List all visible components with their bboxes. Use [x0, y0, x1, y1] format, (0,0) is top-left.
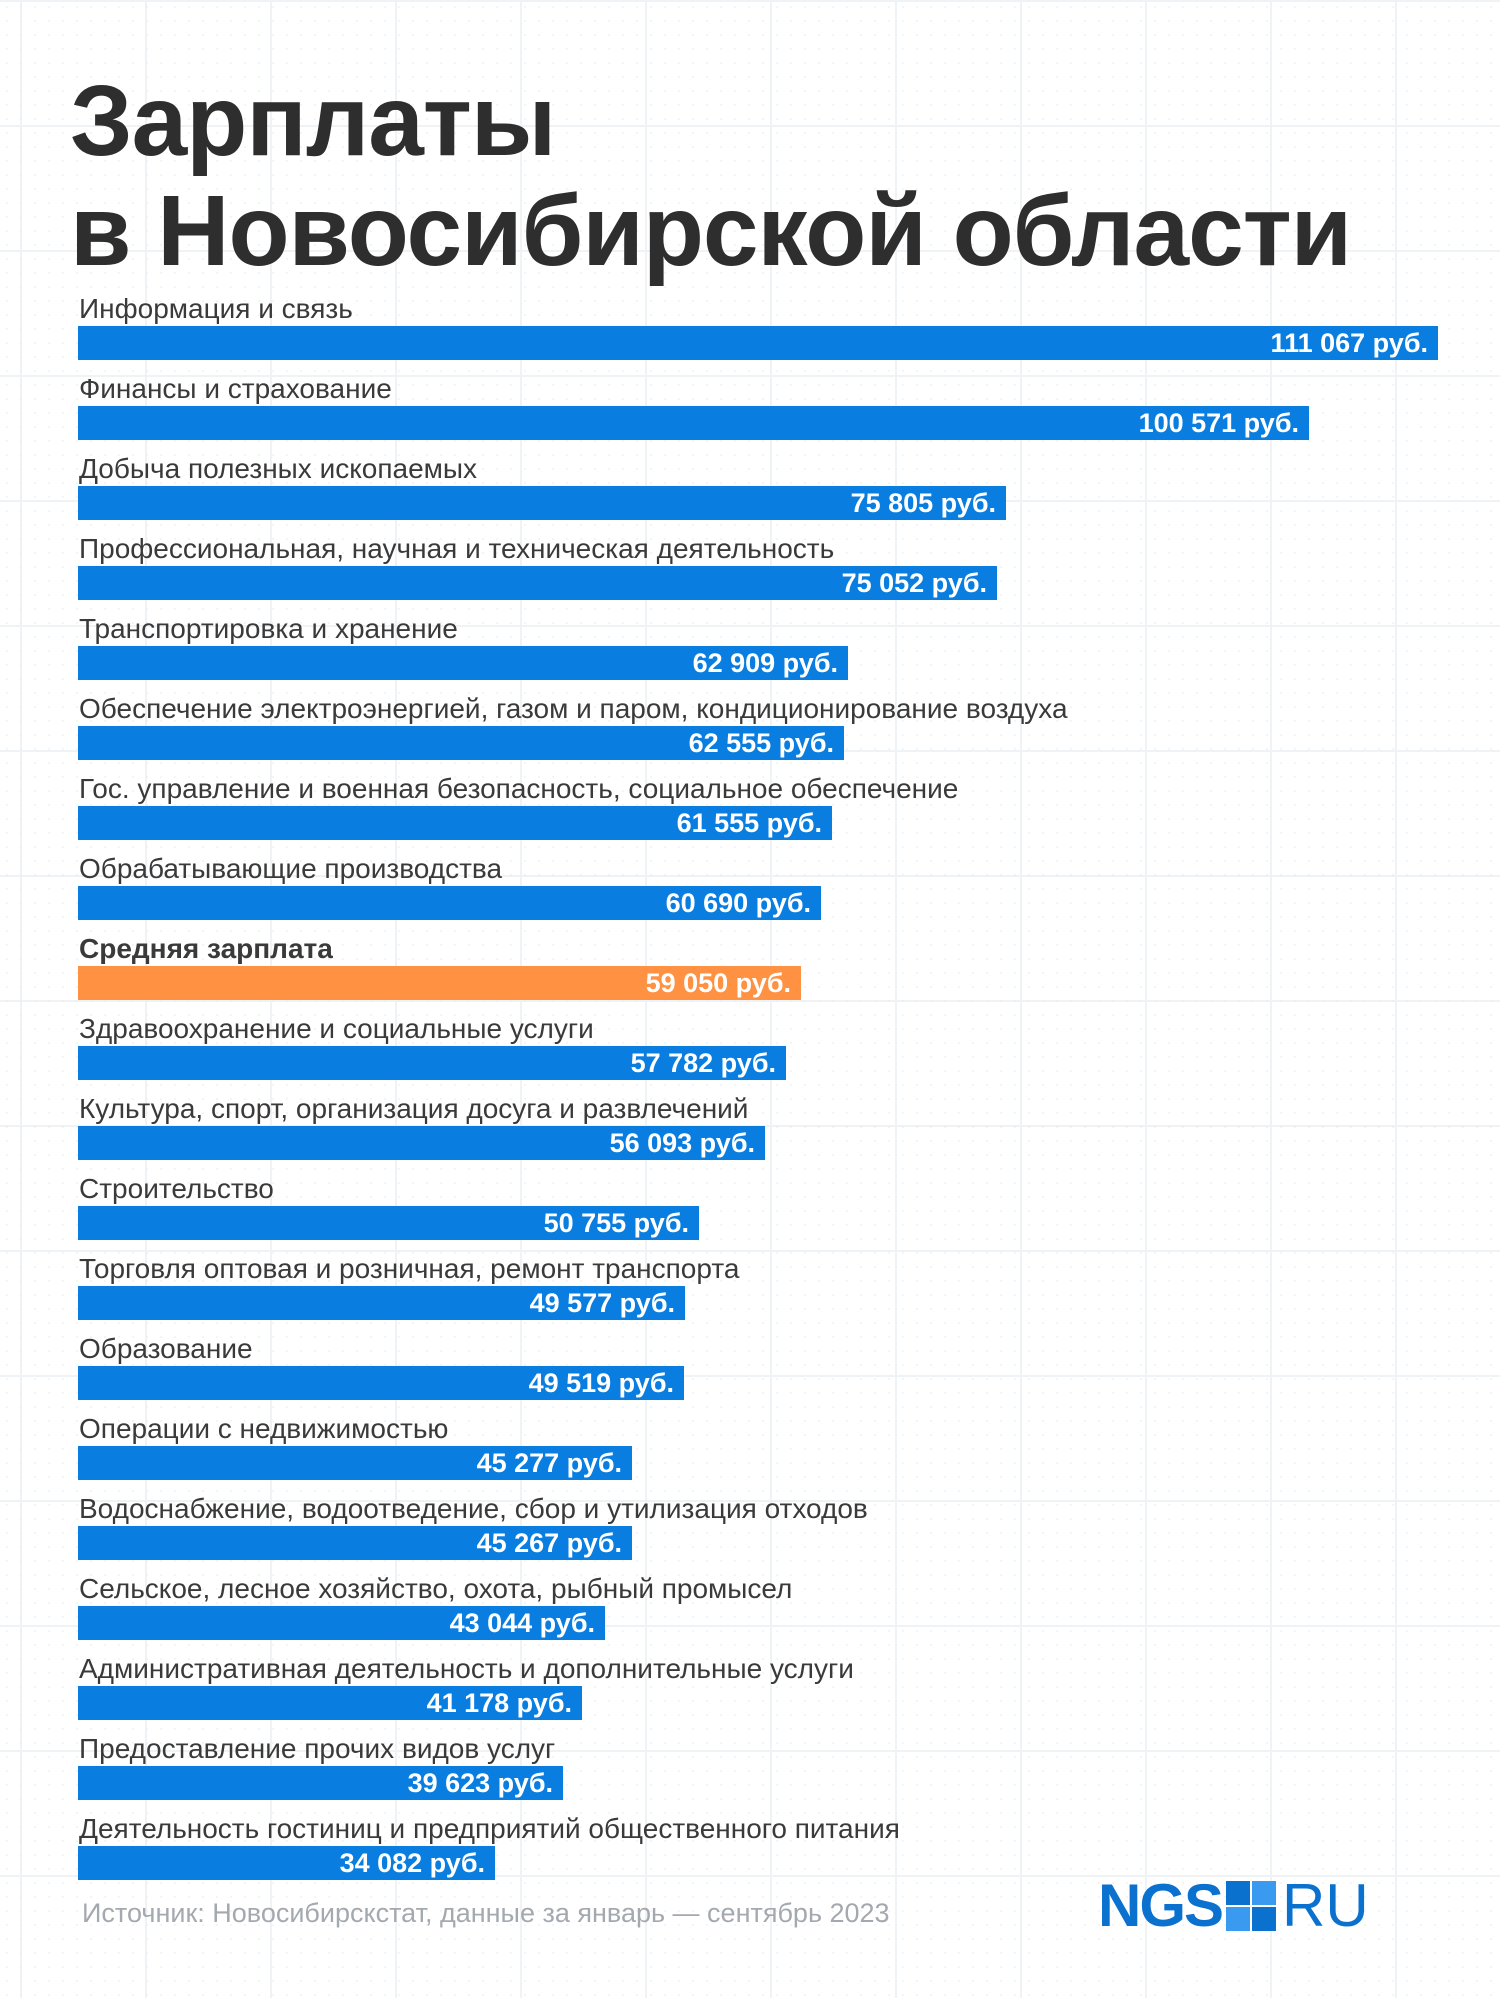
- bar-value-label: 60 690 руб.: [665, 888, 811, 918]
- bar-value-label: 75 805 руб.: [850, 488, 996, 518]
- category-label: Сельское, лесное хозяйство, охота, рыбны…: [79, 1573, 793, 1604]
- bar: 45 267 руб.: [78, 1526, 632, 1560]
- bar-value-label: 39 623 руб.: [407, 1768, 553, 1798]
- ngs-ru-logo[interactable]: NGS RU: [1098, 1876, 1369, 1936]
- category-label: Административная деятельность и дополнит…: [79, 1653, 854, 1684]
- category-label: Профессиональная, научная и техническая …: [79, 533, 835, 564]
- bar-value-label: 56 093 руб.: [609, 1128, 755, 1158]
- category-label: Культура, спорт, организация досуга и ра…: [79, 1093, 749, 1124]
- bar: 34 082 руб.: [78, 1846, 495, 1880]
- source-note: Источник: Новосибирскстат, данные за янв…: [82, 1898, 890, 1928]
- category-label: Операции с недвижимостью: [79, 1413, 449, 1444]
- category-label: Водоснабжение, водоотведение, сбор и ути…: [79, 1493, 868, 1524]
- bar-value-label: 62 555 руб.: [688, 728, 834, 758]
- bar: 59 050 руб.: [78, 966, 801, 1000]
- logo-text-ru: RU: [1282, 1872, 1369, 1939]
- bar-value-label: 100 571 руб.: [1138, 408, 1299, 438]
- category-label: Добыча полезных ископаемых: [79, 453, 478, 484]
- bar-value-label: 62 909 руб.: [692, 648, 838, 678]
- title-line-2: в Новосибирской области: [70, 175, 1352, 287]
- bar-value-label: 34 082 руб.: [339, 1848, 485, 1878]
- bar: 62 909 руб.: [78, 646, 848, 680]
- bar-value-label: 111 067 руб.: [1270, 328, 1428, 358]
- category-label: Информация и связь: [79, 293, 353, 324]
- title-line-1: Зарплаты: [70, 65, 556, 177]
- bar: 60 690 руб.: [78, 886, 821, 920]
- page-title: Зарплаты в Новосибирской области: [70, 65, 1352, 287]
- bar: 61 555 руб.: [78, 806, 832, 840]
- category-label: Транспортировка и хранение: [79, 613, 458, 644]
- bar-value-label: 75 052 руб.: [841, 568, 987, 598]
- bar: 62 555 руб.: [78, 726, 844, 760]
- category-label: Обрабатывающие производства: [79, 853, 503, 884]
- bar: 39 623 руб.: [78, 1766, 563, 1800]
- logo-square-icon: [1226, 1881, 1277, 1931]
- bar: 49 519 руб.: [78, 1366, 684, 1400]
- bar-value-label: 61 555 руб.: [676, 808, 822, 838]
- category-label: Обеспечение электроэнергией, газом и пар…: [79, 693, 1068, 724]
- category-label: Образование: [79, 1333, 253, 1364]
- category-label: Торговля оптовая и розничная, ремонт тра…: [79, 1253, 740, 1284]
- bar: 75 805 руб.: [78, 486, 1006, 520]
- bar-value-label: 57 782 руб.: [630, 1048, 776, 1078]
- category-label: Предоставление прочих видов услуг: [79, 1733, 556, 1764]
- bar: 45 277 руб.: [78, 1446, 632, 1480]
- bar: 56 093 руб.: [78, 1126, 765, 1160]
- category-label: Здравоохранение и социальные услуги: [79, 1013, 594, 1044]
- bar: 100 571 руб.: [78, 406, 1309, 440]
- bar-value-label: 49 577 руб.: [529, 1288, 675, 1318]
- category-label: Деятельность гостиниц и предприятий обще…: [79, 1813, 900, 1844]
- logo-text-ngs: NGS: [1098, 1872, 1224, 1939]
- category-label: Средняя зарплата: [79, 933, 333, 964]
- bar-value-label: 49 519 руб.: [528, 1368, 674, 1398]
- bar: 50 755 руб.: [78, 1206, 699, 1240]
- category-label: Гос. управление и военная безопасность, …: [79, 773, 959, 804]
- bar-value-label: 59 050 руб.: [645, 968, 791, 998]
- bar-value-label: 50 755 руб.: [543, 1208, 689, 1238]
- bar: 49 577 руб.: [78, 1286, 685, 1320]
- bar: 43 044 руб.: [78, 1606, 605, 1640]
- bar: 75 052 руб.: [78, 566, 997, 600]
- category-label: Финансы и страхование: [79, 373, 392, 404]
- bar: 41 178 руб.: [78, 1686, 582, 1720]
- bar-value-label: 43 044 руб.: [449, 1608, 595, 1638]
- bar-value-label: 41 178 руб.: [426, 1688, 572, 1718]
- bar-value-label: 45 267 руб.: [476, 1528, 622, 1558]
- bar: 57 782 руб.: [78, 1046, 786, 1080]
- bar-value-label: 45 277 руб.: [476, 1448, 622, 1478]
- bar: 111 067 руб.: [78, 326, 1438, 360]
- category-label: Строительство: [79, 1173, 274, 1204]
